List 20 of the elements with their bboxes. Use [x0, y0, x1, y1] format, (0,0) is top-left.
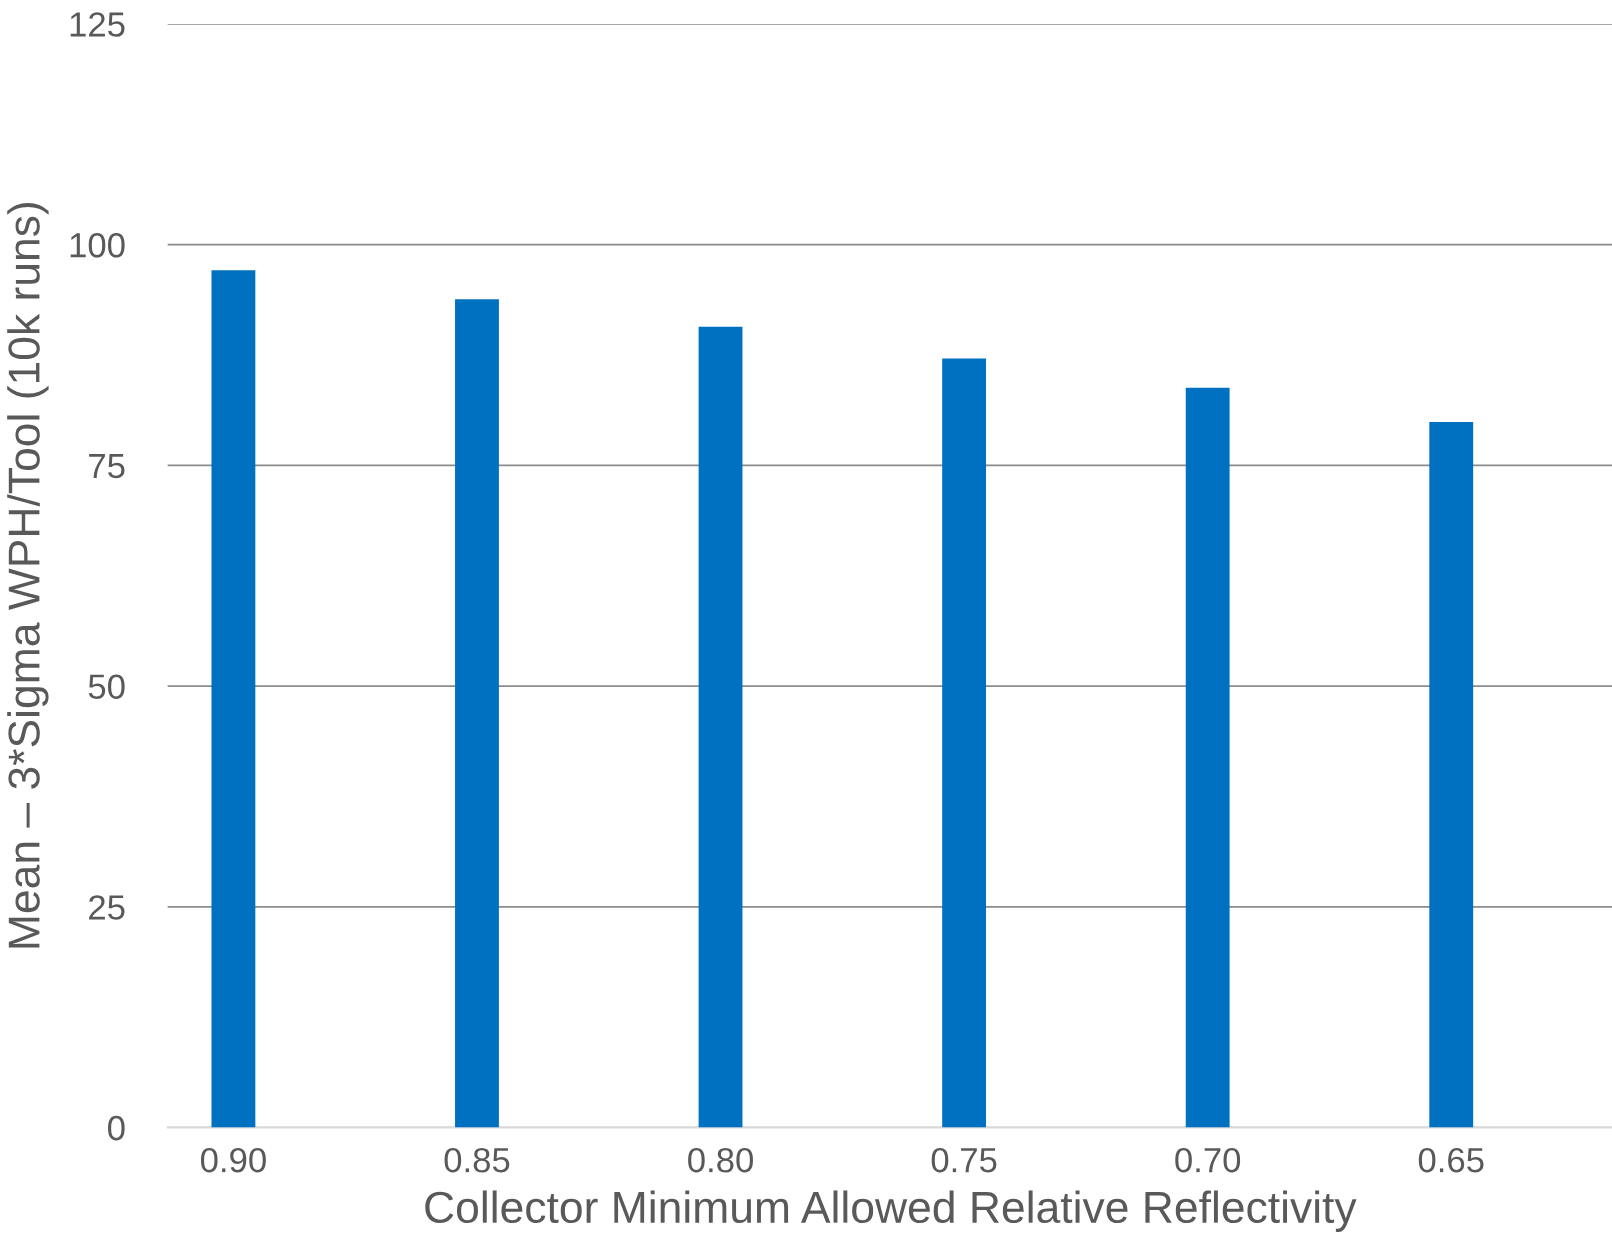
y-tick-label: 50 — [88, 674, 125, 699]
bar — [455, 299, 499, 1128]
x-tick-label: 0.65 — [1418, 1147, 1484, 1173]
x-tick-label: 0.80 — [688, 1147, 753, 1173]
y-tick-label: 100 — [70, 232, 125, 258]
x-axis-title: Collector Minimum Allowed Relative Reflectivity — [425, 1190, 1357, 1232]
x-tick-label: 0.70 — [1175, 1147, 1241, 1173]
y-tick-label: 25 — [89, 895, 125, 920]
x-tick-label: 0.85 — [444, 1147, 510, 1173]
bar — [1429, 422, 1474, 1128]
bar — [211, 270, 256, 1128]
y-tick-label: 125 — [70, 12, 125, 37]
x-tick-label: 0.90 — [200, 1147, 266, 1173]
bar — [698, 326, 743, 1128]
bar — [1185, 387, 1230, 1128]
x-tick-label: 0.75 — [931, 1147, 997, 1173]
bar — [942, 358, 987, 1128]
y-tick-label: 75 — [89, 454, 125, 479]
y-tick-label: 0 — [108, 1115, 125, 1141]
y-axis-title: Mean – 3*Sigma WPH/Tool (10k runs) — [7, 203, 49, 948]
